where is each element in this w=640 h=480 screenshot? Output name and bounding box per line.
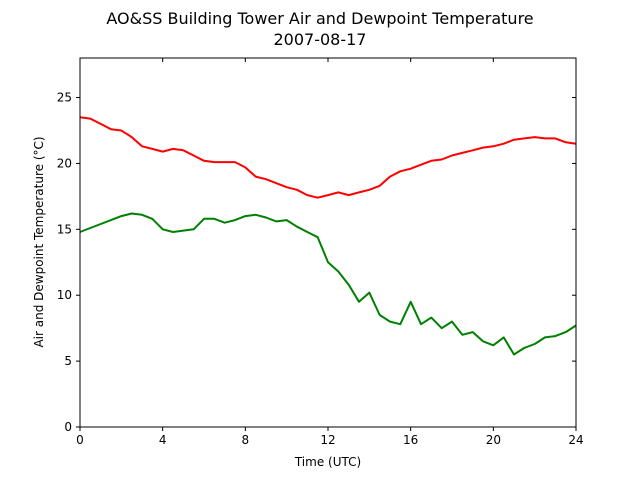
x-axis-label: Time (UTC) <box>294 455 361 469</box>
y-tick-label: 25 <box>57 91 72 105</box>
y-tick-label: 15 <box>57 222 72 236</box>
y-tick-label: 5 <box>64 354 72 368</box>
y-tick-label: 10 <box>57 288 72 302</box>
plot-area <box>79 116 577 356</box>
x-tick-label: 12 <box>320 433 335 447</box>
y-axis-label: Air and Dewpoint Temperature (°C) <box>32 136 46 347</box>
x-tick-label: 16 <box>403 433 418 447</box>
x-tick-label: 0 <box>76 433 84 447</box>
series-line-1 <box>79 116 577 199</box>
y-tick-label: 20 <box>57 156 72 170</box>
y-axis: 0 5 10 15 20 25 <box>57 91 576 434</box>
plot-frame <box>79 57 577 428</box>
chart-title: AO&SS Building Tower Air and Dewpoint Te… <box>106 9 533 28</box>
x-tick-label: 20 <box>486 433 501 447</box>
x-tick-label: 4 <box>159 433 167 447</box>
chart-subtitle: 2007-08-17 <box>274 30 367 49</box>
y-tick-label: 0 <box>64 420 72 434</box>
x-axis: 0 4 8 12 16 20 24 <box>76 58 584 447</box>
x-tick-label: 8 <box>242 433 250 447</box>
x-tick-label: 24 <box>568 433 583 447</box>
series-line-2 <box>79 212 577 356</box>
